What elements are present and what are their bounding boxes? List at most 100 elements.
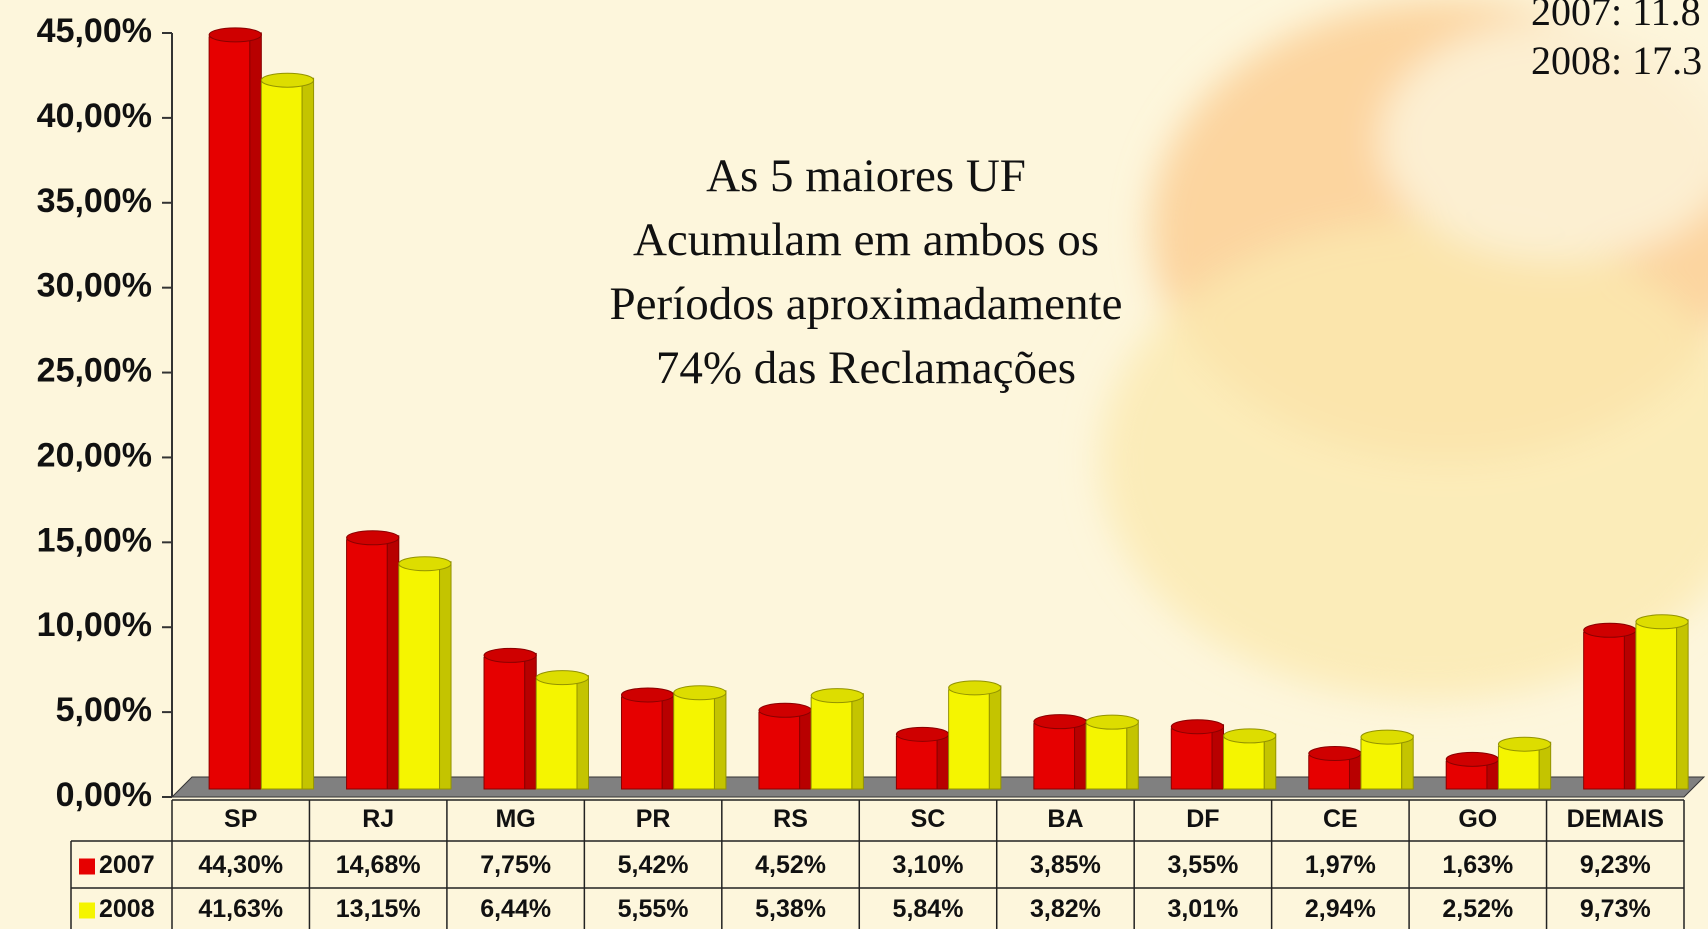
bar-side (386, 535, 400, 790)
bar-side (1211, 724, 1225, 790)
bar-cap (895, 726, 950, 742)
bar-cap (758, 702, 812, 718)
table-value: 1,97% (1305, 851, 1376, 879)
x-tick-label: GO (1458, 805, 1497, 833)
bar-front (1360, 738, 1403, 790)
y-tick-label: 20,00% (37, 436, 152, 474)
bar-front (483, 656, 526, 790)
x-tick-label: RJ (362, 805, 394, 833)
y-tick-label: 10,00% (37, 606, 152, 644)
bar-side (988, 685, 1002, 790)
bar-side (524, 652, 537, 790)
y-tick-label: 45,00% (37, 12, 152, 50)
bar-front (1497, 745, 1540, 790)
bar (948, 680, 1002, 790)
table-value: 3,82% (1030, 895, 1101, 923)
bar-front (535, 679, 578, 790)
bar (1308, 746, 1362, 790)
bar-cap (810, 688, 864, 704)
bar-front (948, 689, 990, 790)
table-value: 3,55% (1167, 851, 1238, 879)
bar-side (713, 690, 727, 790)
bar-front (208, 36, 251, 790)
bar (810, 688, 864, 790)
bar (1223, 728, 1277, 790)
bar-front (895, 735, 938, 790)
bar (758, 702, 812, 790)
table-value: 4,52% (755, 851, 826, 879)
bar (1635, 614, 1689, 790)
x-tick-label: SC (911, 805, 946, 833)
table-value: 9,73% (1580, 895, 1651, 923)
table-value: 5,42% (618, 851, 689, 879)
bar (260, 72, 315, 790)
bar-side (249, 32, 262, 790)
bar (1360, 729, 1414, 790)
bar-cap (208, 27, 262, 43)
bar-front (673, 694, 715, 790)
annotation: As 5 maiores UF Acumulam em ambos os Perío… (610, 150, 1123, 394)
table-value: 41,63% (198, 895, 283, 923)
bar-side (1263, 733, 1277, 790)
bar-front (346, 539, 388, 790)
table-value: 5,84% (893, 895, 964, 923)
y-tick-label: 35,00% (37, 182, 152, 220)
table-value: 44,30% (198, 851, 283, 879)
bar-front (1085, 723, 1128, 790)
x-tick-label: BA (1047, 805, 1083, 833)
bar (620, 687, 675, 790)
legend-label: 2008 (99, 895, 155, 923)
x-tick-label: CE (1323, 805, 1358, 833)
bar-side (851, 693, 864, 790)
y-tick-label: 0,00% (56, 776, 152, 814)
bar-front (620, 696, 663, 790)
table-value: 5,55% (618, 895, 689, 923)
bar-cap (483, 647, 537, 663)
table-value: 2,52% (1442, 895, 1513, 923)
bar-front (1170, 728, 1213, 790)
legend-swatch (79, 858, 95, 875)
table-value: 13,15% (336, 895, 421, 923)
table-value: 2,94% (1305, 895, 1376, 923)
table-value: 6,44% (480, 895, 551, 923)
x-tick-label: DEMAIS (1567, 805, 1664, 833)
bar (346, 530, 400, 790)
annotation-line: 74% das Reclamações (656, 342, 1076, 394)
bar (1170, 719, 1225, 790)
y-tick-label: 30,00% (37, 267, 152, 305)
bar-front (1635, 623, 1678, 790)
bar-side (1074, 719, 1087, 790)
bar-front (758, 711, 801, 790)
table-value: 3,01% (1167, 895, 1238, 923)
y-tick-label: 25,00% (37, 352, 152, 390)
corner-line: 2007: 11.8 (1531, 0, 1701, 34)
bar-cap (1583, 622, 1637, 638)
x-tick-label: PR (636, 805, 671, 833)
bar-cap (620, 687, 675, 703)
y-tick-label: 15,00% (37, 521, 152, 559)
bar-cap (1170, 719, 1225, 735)
bar-side (439, 561, 452, 790)
bar-cap (1360, 729, 1414, 745)
annotation-line: Períodos aproximadamente (610, 278, 1123, 330)
legend-swatch (79, 902, 95, 919)
bar-front (1033, 723, 1076, 790)
bar-cap (1085, 714, 1139, 730)
bar-front (1583, 631, 1625, 790)
bar (1583, 622, 1637, 790)
bar-side (799, 707, 812, 790)
bar (483, 647, 537, 790)
bar-cap (1223, 728, 1277, 744)
x-tick-label: MG (495, 805, 535, 833)
bar-side (1126, 719, 1139, 790)
x-tick-label: SP (224, 805, 257, 833)
table-value: 3,10% (893, 851, 964, 879)
bar-cap (1445, 751, 1499, 767)
bar-front (1308, 755, 1350, 790)
bar-cap (1635, 614, 1689, 630)
bar (1033, 714, 1087, 790)
bar-cap (398, 556, 452, 572)
bar-cap (673, 685, 727, 701)
